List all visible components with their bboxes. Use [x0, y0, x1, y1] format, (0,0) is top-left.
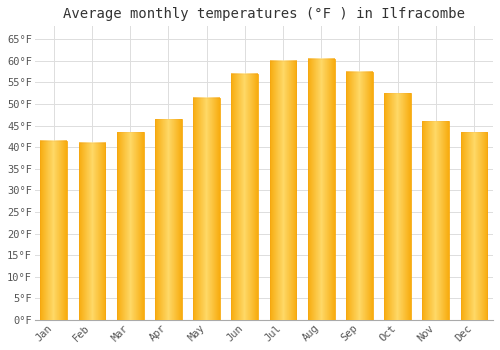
Bar — [155, 119, 182, 320]
Bar — [40, 141, 67, 320]
Bar — [78, 143, 106, 320]
Bar — [193, 98, 220, 320]
Bar — [460, 132, 487, 320]
Bar — [232, 74, 258, 320]
Bar — [422, 121, 449, 320]
Bar — [346, 72, 372, 320]
Title: Average monthly temperatures (°F ) in Ilfracombe: Average monthly temperatures (°F ) in Il… — [63, 7, 465, 21]
Bar — [384, 93, 411, 320]
Bar — [117, 132, 143, 320]
Bar — [270, 61, 296, 320]
Bar — [308, 59, 334, 320]
